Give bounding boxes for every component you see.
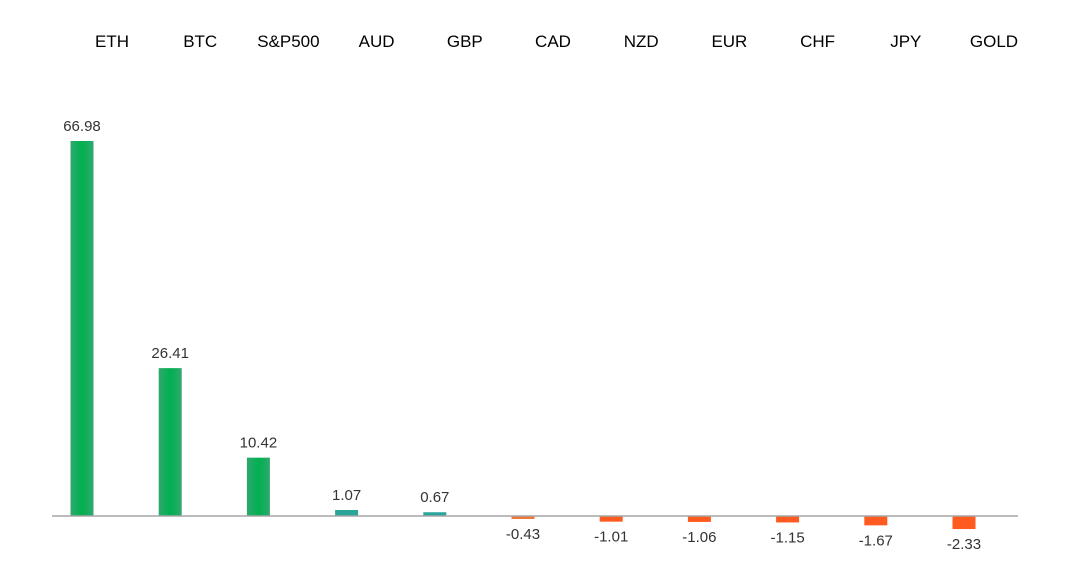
bar-cad bbox=[511, 516, 535, 519]
value-labels: 66.98 26.41 10.42 1.07 0.67 -0.43 -1.01 -1.06 -1… bbox=[63, 118, 981, 553]
value-label-aud: 1.07 bbox=[332, 487, 361, 504]
category-label-s-p500: S&P500 bbox=[257, 32, 319, 51]
category-labels: ETH BTC S&P500 AUD GBP CAD NZD EUR CHF JPY GOLD bbox=[95, 32, 1018, 51]
bar-chf bbox=[776, 516, 800, 523]
value-label-eth: 66.98 bbox=[63, 118, 101, 135]
category-label-gbp: GBP bbox=[447, 32, 483, 51]
bar-eur bbox=[687, 516, 711, 522]
value-label-jpy: -1.67 bbox=[859, 532, 893, 549]
value-label-nzd: -1.01 bbox=[594, 529, 628, 546]
category-label-gold: GOLD bbox=[970, 32, 1018, 51]
category-label-jpy: JPY bbox=[890, 32, 921, 51]
bar-btc bbox=[158, 368, 182, 516]
bar-gbp bbox=[423, 512, 447, 516]
category-label-aud: AUD bbox=[359, 32, 395, 51]
value-label-btc: 26.41 bbox=[151, 345, 189, 362]
category-label-eur: EUR bbox=[711, 32, 747, 51]
category-label-chf: CHF bbox=[800, 32, 835, 51]
bar-s-p500 bbox=[246, 457, 270, 516]
category-label-nzd: NZD bbox=[624, 32, 659, 51]
value-label-gold: -2.33 bbox=[947, 536, 981, 553]
category-label-cad: CAD bbox=[535, 32, 571, 51]
bar-eth bbox=[70, 141, 94, 516]
bar-aud bbox=[335, 510, 359, 516]
value-label-s-p500: 10.42 bbox=[240, 435, 278, 452]
value-label-chf: -1.15 bbox=[770, 529, 804, 546]
value-label-cad: -0.43 bbox=[506, 526, 540, 543]
category-label-eth: ETH bbox=[95, 32, 129, 51]
bar-gold bbox=[952, 516, 976, 530]
value-label-eur: -1.06 bbox=[682, 529, 716, 546]
value-label-gbp: 0.67 bbox=[420, 489, 449, 506]
bar-nzd bbox=[599, 516, 623, 522]
bars bbox=[70, 141, 976, 530]
category-label-btc: BTC bbox=[183, 32, 217, 51]
bar-jpy bbox=[864, 516, 888, 526]
